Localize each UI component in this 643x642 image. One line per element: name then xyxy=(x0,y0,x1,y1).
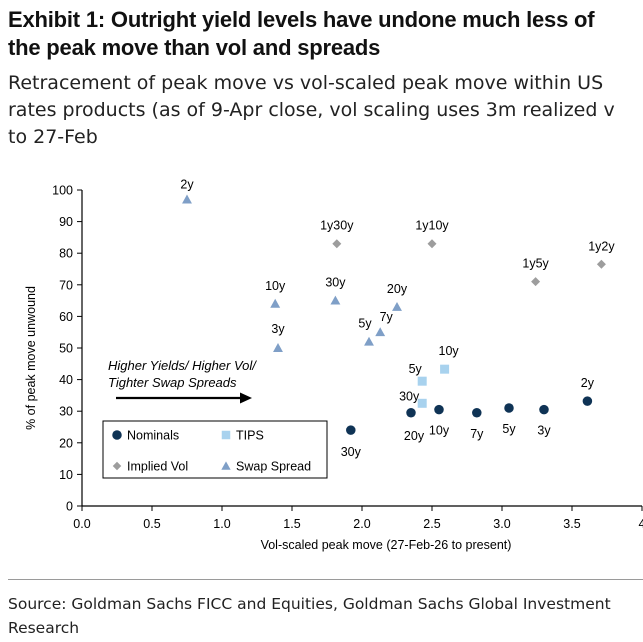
swap-spread-point-label: 7y xyxy=(380,310,394,324)
subtitle-line-2: rates products (as of 9-Apr close, vol s… xyxy=(8,99,615,121)
chart-subtitle: Retracement of peak move vs vol-scaled p… xyxy=(8,70,643,151)
source-line-1: Source: Goldman Sachs FICC and Equities,… xyxy=(8,595,611,613)
swap-spread-point xyxy=(392,301,402,311)
chart-marks: 30y 20y 10y 7y 5y 3y 2y 30y 5y 10y 1y30y 1y10y 1y5y 1… xyxy=(180,177,615,459)
annotation-line-1: Higher Yields/ Higher Vol/ xyxy=(108,358,257,373)
legend-box xyxy=(102,420,328,479)
x-tick-label: 4 xyxy=(639,517,643,531)
implied-vol-point-label: 1y2y xyxy=(588,239,615,253)
y-tick-label: 90 xyxy=(59,215,73,229)
scatter-chart: 0 10 20 30 40 50 60 70 80 90 100 0.0 0.5 1.0 1.5 2.0 2.5… xyxy=(24,177,643,553)
swap-spread-point xyxy=(330,295,341,305)
annotation-line-2: Tighter Swap Spreads xyxy=(108,375,237,390)
title-line-2: the peak move than vol and spreads xyxy=(8,35,381,60)
nominals-point xyxy=(504,403,514,413)
y-tick-label: 50 xyxy=(59,342,73,356)
nominals-point xyxy=(539,404,549,415)
swap-spread-point-label: 10y xyxy=(265,279,286,293)
y-tick-label: 80 xyxy=(59,247,73,261)
y-tick-label: 30 xyxy=(59,405,73,419)
nominals-point xyxy=(582,396,593,406)
implied-vol-point xyxy=(596,259,606,269)
y-tick-label: 60 xyxy=(59,310,73,324)
title-line-1: Exhibit 1: Outright yield levels have un… xyxy=(8,7,595,32)
x-tick-label: 3.5 xyxy=(563,517,580,531)
y-tick-label: 10 xyxy=(59,468,73,482)
tips-point-label: 30y xyxy=(399,389,420,403)
implied-vol-point-label: 1y30y xyxy=(320,219,354,233)
implied-vol-point xyxy=(332,239,342,249)
swap-spread-point-label: 2y xyxy=(180,177,194,191)
nominals-point-label: 30y xyxy=(341,445,362,459)
swap-spread-point-label: 3y xyxy=(271,322,285,336)
source-line-2: Research xyxy=(8,619,80,637)
annotation-arrow-head xyxy=(240,392,252,404)
subtitle-line-3: to 27-Feb xyxy=(8,126,98,148)
subtitle-line-1: Retracement of peak move vs vol-scaled p… xyxy=(8,72,604,94)
nominals-point-label: 2y xyxy=(581,376,595,390)
legend-nominals-marker xyxy=(112,430,122,440)
tips-point xyxy=(417,376,427,386)
tips-point-label: 5y xyxy=(409,362,423,376)
swap-spread-point xyxy=(270,298,281,308)
legend-implied-vol-marker xyxy=(112,461,122,471)
chart-legend: Nominals TIPS Implied Vol Swap Spread xyxy=(102,420,328,479)
swap-spread-point-label: 5y xyxy=(358,317,372,331)
tips-point xyxy=(417,398,427,408)
tips-point-label: 10y xyxy=(439,344,460,358)
nominals-point xyxy=(346,425,356,435)
source-note: Source: Goldman Sachs FICC and Equities,… xyxy=(8,592,643,640)
nominals-point xyxy=(434,404,444,415)
nominals-point-label: 20y xyxy=(404,429,425,443)
nominals-point-label: 3y xyxy=(537,424,551,438)
footer-divider xyxy=(8,579,643,580)
swap-spread-point-label: 20y xyxy=(387,282,408,296)
implied-vol-point-label: 1y10y xyxy=(415,219,449,233)
legend-tips-label: TIPS xyxy=(236,429,264,443)
y-tick-label: 100 xyxy=(52,184,73,198)
x-tick-label: 0.0 xyxy=(73,517,90,531)
nominals-point-label: 10y xyxy=(429,424,450,438)
nominals-point xyxy=(472,408,482,418)
nominals-point-label: 7y xyxy=(470,427,484,441)
chart-annotation: Higher Yields/ Higher Vol/ Tighter Swap … xyxy=(108,358,257,404)
chart-axes: 0 10 20 30 40 50 60 70 80 90 100 0.0 0.5 1.0 1.5 2.0 2.5… xyxy=(24,184,643,553)
x-tick-label: 0.5 xyxy=(143,517,160,531)
implied-vol-point xyxy=(427,239,437,249)
x-tick-label: 1.0 xyxy=(213,517,230,531)
swap-spread-point xyxy=(273,343,283,352)
y-tick-label: 20 xyxy=(59,436,73,450)
y-tick-label: 0 xyxy=(66,500,73,514)
implied-vol-point-label: 1y5y xyxy=(522,257,549,271)
legend-nominals-label: Nominals xyxy=(127,429,179,443)
legend-implied-vol-label: Implied Vol xyxy=(127,460,188,474)
chart-title: Exhibit 1: Outright yield levels have un… xyxy=(8,6,643,62)
x-tick-label: 2.0 xyxy=(353,517,370,531)
x-tick-label: 3.0 xyxy=(493,517,510,531)
y-tick-label: 40 xyxy=(59,373,73,387)
legend-swap-spread-marker xyxy=(221,461,231,470)
swap-spread-point xyxy=(375,327,386,337)
x-tick-label: 1.5 xyxy=(283,517,300,531)
swap-spread-point xyxy=(364,336,374,346)
tips-point xyxy=(440,364,450,374)
y-axis-label: % of peak move unwound xyxy=(24,286,38,430)
nominals-point xyxy=(406,408,416,418)
legend-tips-marker xyxy=(221,430,231,440)
nominals-point-label: 5y xyxy=(502,422,516,436)
legend-swap-spread-label: Swap Spread xyxy=(236,460,311,474)
swap-spread-point xyxy=(182,194,192,204)
y-tick-label: 70 xyxy=(59,278,73,292)
x-tick-label: 2.5 xyxy=(423,517,440,531)
x-axis-label: Vol-scaled peak move (27-Feb-26 to prese… xyxy=(261,538,512,552)
implied-vol-point xyxy=(531,277,541,287)
swap-spread-point-label: 30y xyxy=(325,276,346,290)
